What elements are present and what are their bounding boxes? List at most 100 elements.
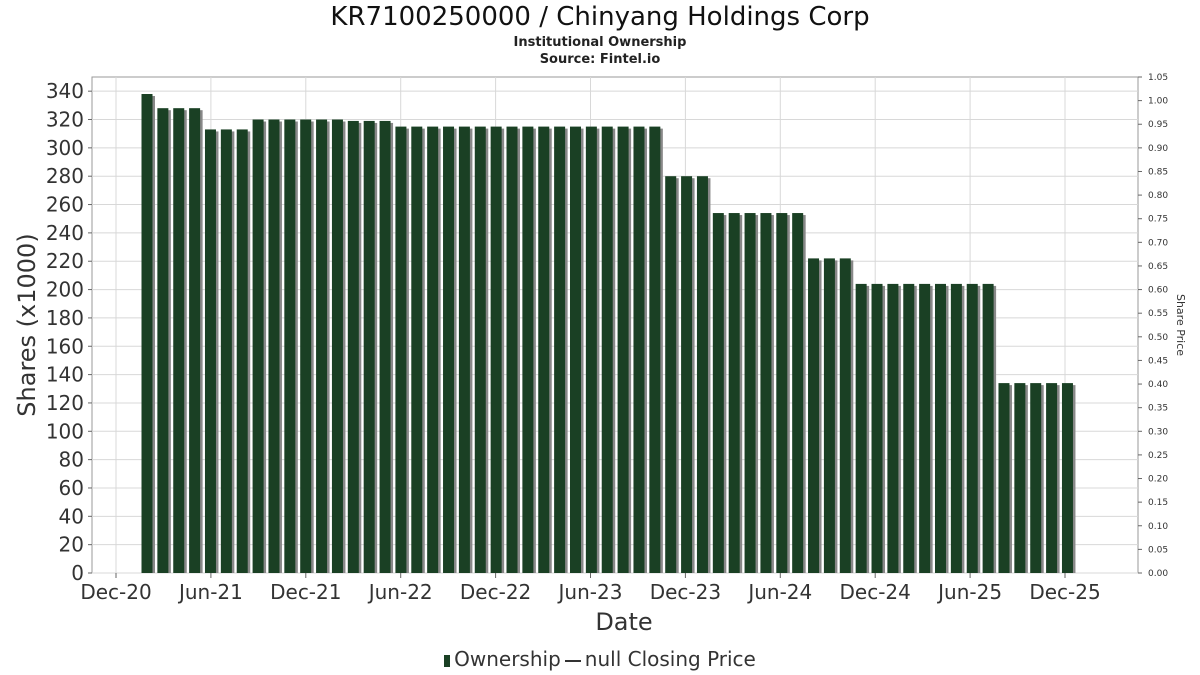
- ownership-bar: [966, 283, 978, 573]
- y2-tick-label: 0.35: [1148, 404, 1168, 414]
- ownership-bar: [585, 126, 597, 573]
- x-tick-label: Dec-22: [460, 580, 531, 604]
- ownership-bar: [665, 176, 677, 573]
- y2-tick-label: 0.00: [1148, 569, 1168, 579]
- x-tick-label: Dec-20: [80, 580, 151, 604]
- y-tick-label: 180: [46, 306, 84, 330]
- ownership-bar: [554, 126, 566, 573]
- ownership-bar: [1030, 383, 1042, 573]
- ownership-bar: [141, 94, 153, 574]
- chart-legend: Ownership null Closing Price: [0, 647, 1200, 671]
- price-legend-line: [564, 659, 581, 662]
- ownership-bar: [363, 120, 375, 573]
- x-tick-label: Dec-21: [270, 580, 341, 604]
- ownership-bar: [855, 283, 867, 573]
- ownership-bar: [633, 126, 645, 573]
- x-tick-label: Jun-25: [936, 580, 1002, 604]
- ownership-bar: [204, 129, 216, 574]
- y2-tick-label: 0.05: [1148, 545, 1168, 555]
- y2-tick-label: 0.50: [1148, 333, 1168, 343]
- y-tick-label: 100: [46, 419, 84, 443]
- ownership-bar: [823, 258, 835, 573]
- ownership-bar: [569, 126, 581, 573]
- ownership-bar: [728, 213, 740, 573]
- y-tick-label: 140: [46, 363, 84, 387]
- ownership-bar: [776, 213, 788, 573]
- ownership-bar: [474, 126, 486, 573]
- y2-tick-label: 0.45: [1148, 356, 1168, 366]
- y2-tick-label: 1.00: [1148, 97, 1168, 107]
- y-tick-label: 120: [46, 391, 84, 415]
- ownership-bar: [792, 213, 804, 573]
- x-tick-label: Dec-23: [650, 580, 721, 604]
- ownership-bar: [443, 126, 455, 573]
- y2-tick-label: 0.60: [1148, 286, 1168, 296]
- ownership-bar: [236, 129, 248, 574]
- y-axis-label: Shares (x1000): [13, 233, 41, 416]
- y-tick-label: 300: [46, 136, 84, 160]
- ownership-bar: [760, 213, 772, 573]
- y-tick-label: 220: [46, 249, 84, 273]
- ownership-bar: [1061, 383, 1073, 573]
- y2-tick-label: 0.90: [1148, 144, 1168, 154]
- ownership-bar: [887, 283, 899, 573]
- ownership-bar: [696, 176, 708, 573]
- ownership-bar: [189, 108, 201, 574]
- y-tick-label: 40: [59, 504, 84, 528]
- ownership-bar: [998, 383, 1010, 573]
- ownership-bar: [649, 126, 661, 573]
- y-tick-label: 60: [59, 476, 84, 500]
- y-tick-label: 280: [46, 164, 84, 188]
- ownership-bar: [157, 108, 169, 574]
- y2-tick-label: 0.10: [1148, 522, 1168, 532]
- ownership-bar: [919, 283, 931, 573]
- y-tick-label: 80: [59, 448, 84, 472]
- chart-source: Source: Fintel.io: [539, 52, 661, 67]
- y2-tick-label: 0.65: [1148, 262, 1168, 272]
- y2-tick-label: 0.55: [1148, 309, 1168, 319]
- y-tick-label: 240: [46, 221, 84, 245]
- y-tick-label: 200: [46, 278, 84, 302]
- ownership-bar: [950, 283, 962, 573]
- ownership-bar: [395, 126, 407, 573]
- y2-tick-label: 0.80: [1148, 191, 1168, 201]
- ownership-bar: [1014, 383, 1026, 573]
- y-tick-label: 340: [46, 79, 84, 103]
- ownership-legend-label: Ownership: [454, 647, 561, 671]
- ownership-bar: [1046, 383, 1058, 573]
- ownership-bar: [490, 126, 502, 573]
- ownership-bar: [316, 119, 328, 573]
- ownership-bar: [982, 283, 994, 573]
- ownership-bar: [617, 126, 629, 573]
- ownership-bar: [347, 120, 359, 573]
- x-axis-label: Date: [595, 608, 652, 636]
- ownership-bar: [458, 126, 470, 573]
- x-tick-label: Dec-24: [840, 580, 911, 604]
- ownership-bar: [300, 119, 312, 573]
- ownership-bar: [601, 126, 613, 573]
- y2-tick-label: 0.75: [1148, 215, 1168, 225]
- x-tick-label: Jun-21: [177, 580, 243, 604]
- y-tick-label: 320: [46, 108, 84, 132]
- price-legend-label: null Closing Price: [584, 647, 756, 671]
- x-tick-label: Dec-25: [1029, 580, 1100, 604]
- ownership-bar: [712, 213, 724, 573]
- y2-tick-label: 0.95: [1148, 120, 1168, 130]
- x-tick-label: Jun-22: [367, 580, 433, 604]
- ownership-bar: [173, 108, 185, 574]
- ownership-bar: [252, 119, 264, 573]
- ownership-bar: [871, 283, 883, 573]
- ownership-bar: [268, 119, 280, 573]
- ownership-bar: [808, 258, 820, 573]
- y-tick-label: 160: [46, 334, 84, 358]
- ownership-bar: [331, 119, 343, 573]
- ownership-bar: [379, 120, 391, 573]
- y2-tick-label: 0.30: [1148, 427, 1168, 437]
- ownership-legend-swatch: [444, 654, 451, 667]
- ownership-bar: [903, 283, 915, 573]
- x-tick-label: Jun-24: [746, 580, 812, 604]
- y2-tick-label: 0.20: [1148, 475, 1168, 485]
- ownership-bar: [522, 126, 534, 573]
- ownership-bar: [220, 129, 232, 574]
